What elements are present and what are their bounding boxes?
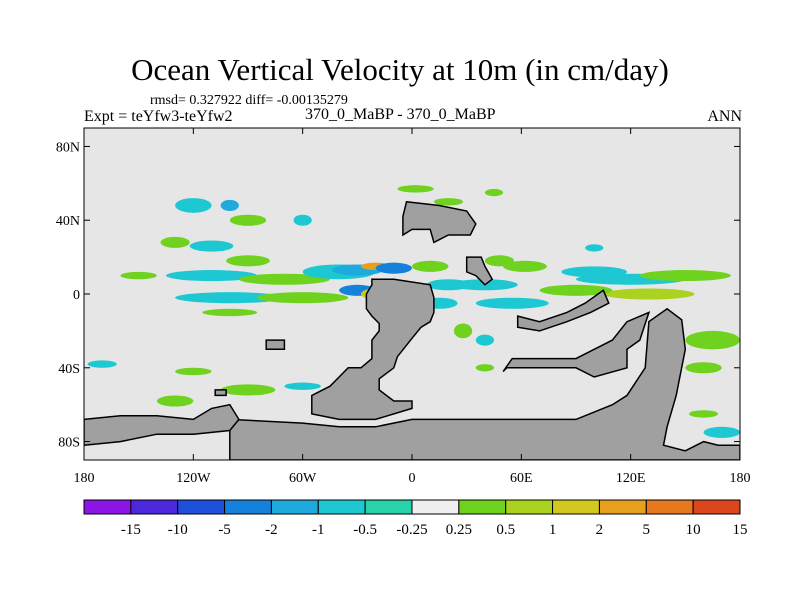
y-tick-label: 40N [56, 214, 80, 229]
colorbar-label: -10 [168, 522, 188, 538]
anomaly-patch [202, 308, 258, 317]
colorbar-swatch [458, 499, 507, 515]
anomaly-patch [175, 198, 212, 213]
colorbar-label: -2 [265, 522, 278, 538]
colorbar-swatch [270, 499, 319, 515]
colorbar-label: 1 [549, 522, 557, 538]
colorbar-swatch [364, 499, 413, 515]
anomaly-patch [475, 297, 549, 309]
y-tick-label: 80S [58, 436, 80, 451]
colorbar-label: 5 [643, 522, 651, 538]
anomaly-patch [484, 188, 504, 197]
chart-title: Ocean Vertical Velocity at 10m (in cm/da… [131, 52, 669, 87]
land-mask-africa-north [402, 200, 477, 244]
land-mask-south-america [229, 307, 740, 460]
anomaly-patch [160, 236, 190, 248]
colorbar-label: 2 [596, 522, 604, 538]
colorbar-swatch [83, 499, 132, 515]
land-mask-antarctica [84, 403, 240, 446]
x-tick-label: 60E [510, 471, 533, 486]
colorbar-label: -1 [312, 522, 325, 538]
anomaly-patch [175, 292, 285, 304]
colorbar-swatch [177, 499, 226, 515]
land-mask-east-peninsula [516, 289, 610, 332]
anomaly-patch [475, 364, 494, 372]
anomaly-patch [257, 292, 349, 304]
anomaly-patch [539, 284, 613, 296]
anomaly-patch [375, 262, 412, 274]
colorbar-swatch [692, 499, 741, 515]
anomaly-patch [166, 270, 258, 282]
anomaly-patch [685, 362, 722, 374]
colorbar-swatch [552, 499, 600, 515]
anomaly-patch [603, 288, 695, 300]
map-plot-area [84, 128, 740, 460]
colorbar-label: -0.25 [396, 522, 427, 538]
colorbar-swatch [224, 499, 272, 515]
colorbar-label: -15 [121, 522, 141, 538]
x-tick-label: 0 [409, 471, 416, 486]
colorbar-label: 15 [733, 522, 748, 538]
x-tick-label: 60W [289, 471, 317, 486]
anomaly-patch [703, 426, 740, 438]
colorbar-swatch [505, 499, 554, 515]
cases-label: 370_0_MaBP - 370_0_MaBP [305, 106, 496, 123]
anomaly-patch [120, 271, 157, 280]
land-mask-island-1 [465, 256, 494, 286]
anomaly-patch [585, 244, 604, 252]
colorbar: -15 -10 -5 -2 -1 -0.5 -0.25 0.25 0.5 1 2 5 10 15 [83, 499, 748, 538]
land-mask-island-2 [265, 339, 286, 351]
anomaly-patch [284, 382, 321, 390]
anomaly-patch [229, 214, 267, 226]
anomaly-patch [189, 240, 234, 252]
y-tick-label: 0 [73, 288, 80, 303]
x-tick-label: 180 [74, 471, 95, 486]
colorbar-label: -0.5 [353, 522, 377, 538]
anomaly-patch [87, 360, 117, 368]
anomaly-patch [433, 198, 464, 206]
y-tick-label: 40S [58, 362, 80, 377]
colorbar-swatch [411, 499, 460, 515]
colorbar-label: 0.5 [496, 522, 515, 538]
anomaly-patch [453, 323, 473, 339]
colorbar-label: -5 [218, 522, 231, 538]
colorbar-swatch [130, 499, 179, 515]
anomaly-patch [503, 260, 547, 272]
axis-ticks: 180 120W 60W 0 60E 120E 180 80N 40N 0 40S 80S [56, 128, 751, 486]
anomaly-patch [293, 214, 312, 226]
land-mask-middle-east-landmass [502, 311, 651, 378]
anomaly-patch [156, 395, 194, 407]
y-tick-label: 80N [56, 140, 80, 155]
anomaly-patch [639, 270, 731, 282]
anomaly-patch [220, 199, 239, 211]
anomaly-patch [685, 330, 740, 350]
anomaly-patch [175, 367, 212, 376]
x-tick-label: 120W [176, 471, 211, 486]
stats-line: rmsd= 0.327922 diff= -0.00135279 [150, 93, 348, 108]
land-mask-north-america [311, 278, 435, 421]
season-label: ANN [707, 108, 742, 125]
anomaly-patch [220, 384, 276, 396]
colorbar-swatch [317, 499, 366, 515]
colorbar-label: 0.25 [446, 522, 472, 538]
anomaly-patch [688, 410, 719, 418]
colorbar-swatch [598, 499, 647, 515]
x-tick-label: 180 [730, 471, 751, 486]
colorbar-swatch [645, 499, 694, 515]
land-mask-island-3 [214, 389, 227, 397]
colorbar-label: 10 [686, 522, 701, 538]
anomaly-patch [397, 185, 434, 193]
anomaly-patch [226, 255, 270, 267]
experiment-label: Expt = teYfw3-teYfw2 [84, 108, 233, 125]
anomaly-patch [475, 334, 494, 346]
anomaly-patch [238, 273, 330, 285]
x-tick-label: 120E [616, 471, 646, 486]
anomaly-patch [412, 260, 449, 272]
